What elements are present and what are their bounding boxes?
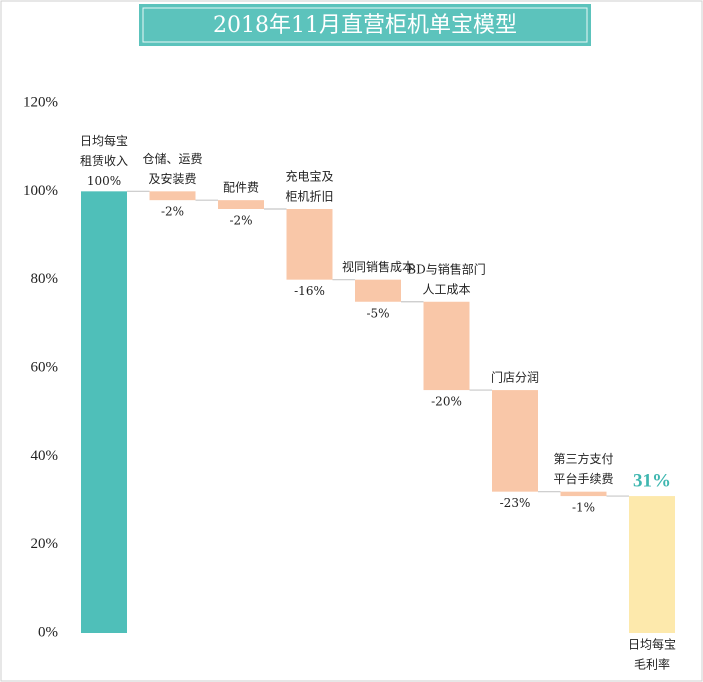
value-label: -2% — [229, 214, 252, 228]
y-tick-label: 0% — [38, 624, 58, 640]
y-tick-label: 100% — [23, 183, 58, 199]
bar — [629, 496, 675, 633]
chart-title: 2018年11月直营柜机单宝模型 — [213, 13, 517, 38]
category-label: 租赁收入 — [80, 154, 128, 168]
category-label: 日均每宝 — [628, 637, 676, 652]
category-label: 及安装费 — [148, 171, 196, 186]
value-label: -2% — [161, 205, 184, 219]
value-label: -23% — [500, 496, 531, 510]
value-label: -20% — [431, 395, 462, 409]
category-label: 充电宝及 — [285, 169, 333, 184]
value-label: 100% — [87, 174, 121, 188]
category-label: 仓储、运费 — [142, 151, 202, 166]
value-label: -5% — [366, 306, 389, 320]
category-label: 视同销售成本 — [342, 259, 414, 274]
y-tick-label: 120% — [23, 94, 58, 110]
category-label: 毛利率 — [634, 657, 670, 672]
bar — [149, 191, 196, 201]
y-tick-label: 80% — [31, 271, 59, 287]
title-box-inner — [142, 7, 588, 43]
y-tick-label: 60% — [31, 359, 59, 375]
category-label: 柜机折旧 — [285, 189, 333, 204]
bar — [560, 491, 607, 497]
value-label: -16% — [294, 284, 325, 298]
category-label: BD与销售部门 — [407, 261, 485, 276]
bar — [81, 191, 127, 634]
bar — [286, 209, 333, 280]
category-label: 配件费 — [223, 181, 259, 195]
y-tick-label: 40% — [31, 448, 59, 464]
bar — [355, 279, 401, 302]
category-label: 第三方支付 — [553, 451, 613, 466]
value-label: -1% — [572, 501, 595, 515]
title-box — [139, 4, 591, 46]
bar — [423, 301, 470, 391]
category-label: 日均每宝 — [80, 133, 128, 148]
category-label: 门店分润 — [491, 370, 539, 385]
category-label: 人工成本 — [422, 282, 470, 296]
y-tick-label: 20% — [31, 536, 59, 552]
bar — [218, 200, 264, 209]
bar — [492, 390, 538, 492]
value-label: 31% — [633, 470, 671, 491]
category-label: 平台手续费 — [553, 471, 613, 486]
